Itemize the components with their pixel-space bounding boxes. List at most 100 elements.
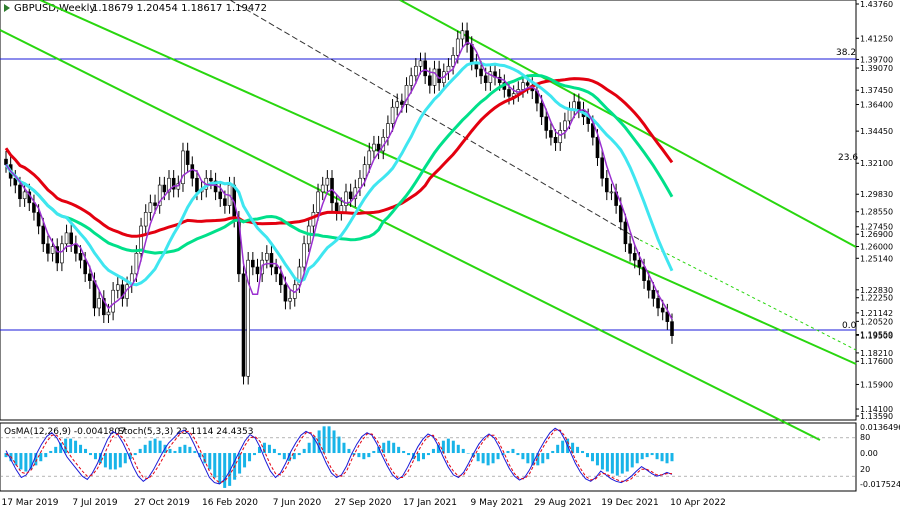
fib-level-label: 0.0: [842, 321, 857, 331]
osma-bar: [476, 453, 480, 462]
channel-upper-line: [39, 0, 857, 365]
osma-bar: [387, 440, 391, 454]
osma-bar: [54, 446, 58, 454]
x-tick-label: 19 Dec 2021: [601, 498, 659, 508]
osma-bar: [193, 450, 197, 454]
candle-body: [646, 280, 651, 291]
osma-bar: [123, 453, 127, 464]
candle-body: [83, 259, 87, 275]
price-tick-label: 1.20520: [860, 317, 893, 326]
indicator-labels: OsMA(12,26,9) -0.0041807 Stoch(5,3,3) 23…: [4, 427, 253, 437]
candle-body: [167, 177, 171, 193]
osma-label: OsMA(12,26,9) -0.0041807: [4, 427, 126, 437]
red-ma-line: [4, 77, 674, 238]
osma-bar: [153, 438, 157, 454]
candle-body: [372, 143, 376, 152]
osma-bar: [581, 450, 585, 454]
price-tick-label: 1.36400: [860, 101, 893, 110]
candle-body: [558, 130, 563, 144]
candle-body: [218, 191, 223, 200]
candle-body: [362, 164, 367, 179]
price-tick-label: 1.19500: [860, 331, 893, 340]
osma-bar: [213, 453, 217, 478]
candle-body: [577, 101, 581, 111]
osma-bar: [307, 442, 311, 454]
osma-bar: [44, 453, 48, 458]
candle-body: [320, 184, 325, 193]
symbol-arrow-icon: [4, 4, 10, 12]
osma-bar: [287, 453, 291, 462]
candle-body: [567, 109, 572, 122]
osma-bar: [168, 448, 172, 454]
price-tick-label: 1.25140: [860, 254, 893, 263]
candle-body: [465, 30, 469, 45]
osma-bar: [183, 444, 187, 454]
cyan-ma-line: [4, 61, 674, 287]
candle-body: [367, 150, 372, 165]
osma-bar: [208, 453, 212, 470]
x-axis: 17 Mar 2019 7 Jul 2019 27 Oct 2019 16 Feb 2…: [1, 498, 725, 508]
candle-body: [437, 68, 441, 83]
osma-bar: [590, 453, 594, 462]
candle-body: [483, 75, 488, 83]
osma-bar: [625, 453, 629, 472]
candle-body: [553, 136, 558, 144]
osma-bar: [451, 440, 455, 454]
osma-bar: [367, 453, 371, 458]
fib-level-label: 23.6: [838, 153, 858, 163]
osma-bar: [84, 448, 88, 454]
osma-bar: [158, 440, 162, 454]
symbol-label: GBPUSD,Weekly: [14, 3, 95, 14]
candle-body: [628, 243, 632, 254]
candle-body: [637, 259, 642, 268]
candle-body: [428, 75, 432, 86]
price-tick-label: 1.39700: [860, 55, 893, 64]
candle-body: [78, 253, 83, 261]
price-tick-label: 1.27450: [860, 223, 893, 232]
candle-body: [97, 298, 101, 309]
candle-body: [479, 68, 483, 77]
osma-bar: [39, 453, 43, 462]
candle-body: [595, 136, 600, 159]
osma-bar: [74, 440, 78, 454]
x-tick-label: 27 Sep 2020: [334, 498, 391, 508]
osma-bar: [98, 453, 102, 464]
osma-bar: [402, 450, 406, 454]
candle-body: [665, 311, 670, 322]
candle-body: [36, 212, 41, 227]
candle-body: [50, 246, 55, 254]
price-tick-label: 1.15900: [860, 380, 893, 389]
osma-bar: [267, 444, 271, 454]
osma-bar: [392, 442, 396, 454]
candle-body: [297, 266, 302, 286]
osma-bar: [69, 438, 73, 454]
x-tick-label: 29 Aug 2021: [534, 498, 592, 508]
osma-bar: [486, 453, 490, 466]
osma-bar: [630, 453, 634, 468]
candle-body: [632, 253, 637, 261]
osma-bar: [536, 453, 540, 466]
osma-bar: [650, 453, 654, 456]
osma-bar: [431, 448, 435, 454]
candle-body: [521, 82, 525, 90]
candle-body: [451, 55, 455, 67]
osma-bar: [600, 453, 604, 470]
osma-bar: [660, 453, 664, 462]
osma-bar: [332, 430, 336, 454]
osma-bar: [272, 448, 276, 454]
candle-body: [251, 259, 255, 268]
candle-body: [386, 123, 390, 138]
candle-body: [283, 284, 288, 302]
x-tick-label: 17 Mar 2019: [1, 498, 58, 508]
ohlc-readout: 1.18679 1.20454 1.18617 1.19472: [92, 3, 267, 14]
osma-bar: [595, 453, 599, 466]
osma-bar: [586, 453, 590, 458]
osma-bar: [372, 450, 376, 454]
osma-bar: [262, 442, 266, 454]
candle-body: [171, 177, 176, 190]
candle-body: [120, 284, 125, 299]
price-tick-label: 1.22250: [860, 294, 893, 303]
